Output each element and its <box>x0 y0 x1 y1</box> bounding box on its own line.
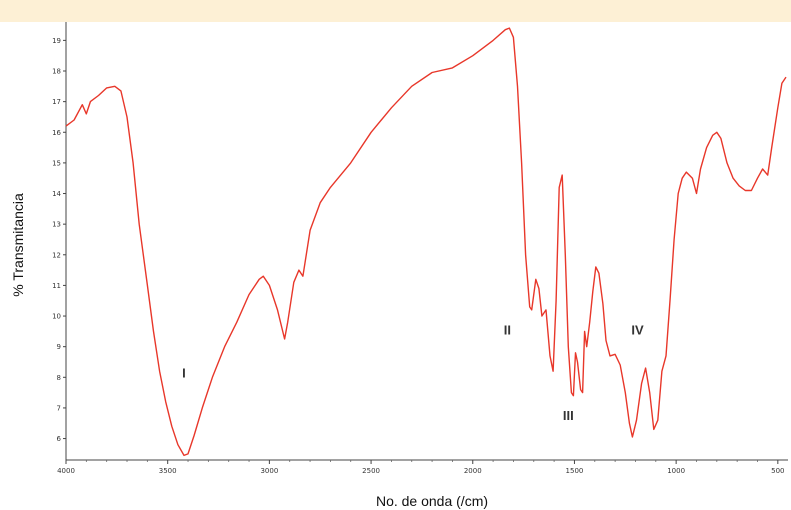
y-tick-label: 8 <box>57 374 61 382</box>
x-tick-label: 2500 <box>362 467 380 475</box>
chart-container: 6 7 8 9 10 11 12 13 14 15 16 17 18 19 4000 3500 3000 250… <box>0 22 791 510</box>
spectrum-line <box>65 27 787 457</box>
y-axis-title: % Transmitancia <box>10 193 26 297</box>
y-tick-label: 14 <box>52 190 61 198</box>
y-tick-label: 16 <box>52 129 61 137</box>
y-tick-label: 18 <box>52 68 61 76</box>
y-tick-label: 13 <box>52 221 61 229</box>
x-tick-label: 4000 <box>57 467 75 475</box>
y-tick-label: 15 <box>52 159 61 167</box>
x-axis-title: No. de onda (/cm) <box>376 493 488 509</box>
axes <box>65 22 788 461</box>
x-tick-label: 1500 <box>566 467 584 475</box>
y-axis-ticks: 6 7 8 9 10 11 12 13 14 15 16 17 18 19 <box>52 37 66 443</box>
y-tick-label: 7 <box>57 404 61 412</box>
peak-label: II <box>504 322 511 337</box>
y-tick-label: 11 <box>52 282 61 290</box>
peak-label: I <box>182 365 186 380</box>
x-tick-label: 3000 <box>260 467 278 475</box>
top-color-band <box>0 0 791 22</box>
y-tick-label: 17 <box>52 98 61 106</box>
y-tick-label: 6 <box>57 435 62 443</box>
x-axis-ticks: 4000 3500 3000 2500 2000 1500 1000 500 <box>57 460 785 475</box>
x-tick-label: 2000 <box>464 467 482 475</box>
x-tick-label: 3500 <box>159 467 177 475</box>
peak-label: IV <box>631 322 644 337</box>
ir-spectrum-chart: 6 7 8 9 10 11 12 13 14 15 16 17 18 19 4000 3500 3000 250… <box>10 22 788 509</box>
y-tick-label: 9 <box>57 343 61 351</box>
y-tick-label: 10 <box>52 313 61 321</box>
peak-label: III <box>563 408 574 423</box>
y-tick-label: 12 <box>52 251 61 259</box>
y-tick-label: 19 <box>52 37 61 45</box>
x-tick-label: 1000 <box>667 467 685 475</box>
x-tick-label: 500 <box>771 467 784 475</box>
